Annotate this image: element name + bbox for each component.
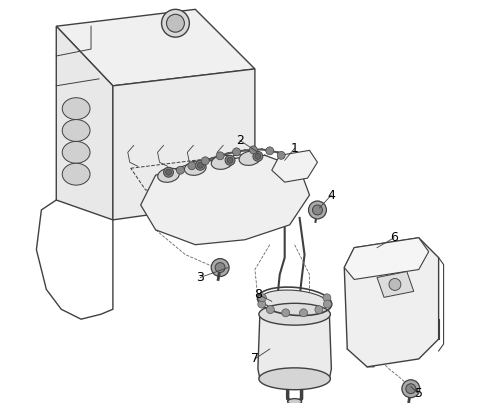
Text: 1: 1 [291, 142, 299, 155]
Text: 5: 5 [415, 387, 423, 400]
Circle shape [162, 9, 189, 37]
Ellipse shape [288, 399, 301, 404]
Polygon shape [377, 271, 414, 297]
Ellipse shape [259, 368, 330, 390]
Circle shape [166, 169, 171, 175]
Circle shape [255, 154, 261, 159]
Circle shape [227, 157, 233, 163]
Circle shape [167, 14, 184, 32]
Circle shape [282, 309, 289, 317]
Circle shape [389, 278, 401, 290]
Circle shape [402, 380, 420, 398]
Ellipse shape [157, 168, 180, 182]
Circle shape [211, 259, 229, 276]
Circle shape [164, 167, 173, 177]
Circle shape [266, 147, 274, 155]
Text: 4: 4 [327, 189, 336, 202]
Ellipse shape [62, 98, 90, 120]
Text: 6: 6 [390, 231, 398, 244]
Circle shape [324, 300, 331, 308]
Circle shape [312, 205, 323, 215]
Circle shape [232, 148, 240, 156]
Circle shape [201, 157, 209, 165]
Circle shape [315, 306, 323, 314]
Text: 2: 2 [236, 134, 244, 147]
Ellipse shape [62, 163, 90, 185]
Circle shape [195, 160, 205, 170]
Polygon shape [344, 238, 429, 280]
Polygon shape [113, 69, 255, 220]
Ellipse shape [239, 151, 261, 165]
Circle shape [250, 146, 257, 154]
Ellipse shape [261, 290, 328, 313]
Polygon shape [344, 238, 439, 367]
Polygon shape [258, 314, 331, 384]
Circle shape [309, 201, 326, 219]
Polygon shape [56, 26, 113, 220]
Ellipse shape [62, 141, 90, 163]
Circle shape [253, 152, 263, 161]
Circle shape [323, 294, 331, 302]
Text: 7: 7 [251, 352, 259, 365]
Circle shape [225, 155, 235, 165]
Circle shape [197, 162, 203, 168]
Circle shape [216, 152, 224, 160]
Text: 8: 8 [254, 288, 262, 301]
Ellipse shape [184, 161, 206, 175]
Circle shape [266, 306, 275, 314]
Ellipse shape [259, 303, 330, 325]
Circle shape [300, 309, 308, 317]
Circle shape [406, 384, 416, 393]
Polygon shape [141, 155, 310, 245]
Circle shape [188, 162, 196, 170]
Circle shape [215, 263, 225, 273]
Polygon shape [56, 9, 255, 86]
Circle shape [258, 300, 266, 308]
Circle shape [177, 166, 184, 174]
Ellipse shape [211, 155, 233, 169]
Circle shape [258, 294, 266, 302]
Polygon shape [272, 150, 317, 182]
Text: 3: 3 [196, 271, 204, 284]
Circle shape [277, 152, 285, 159]
Ellipse shape [62, 120, 90, 141]
